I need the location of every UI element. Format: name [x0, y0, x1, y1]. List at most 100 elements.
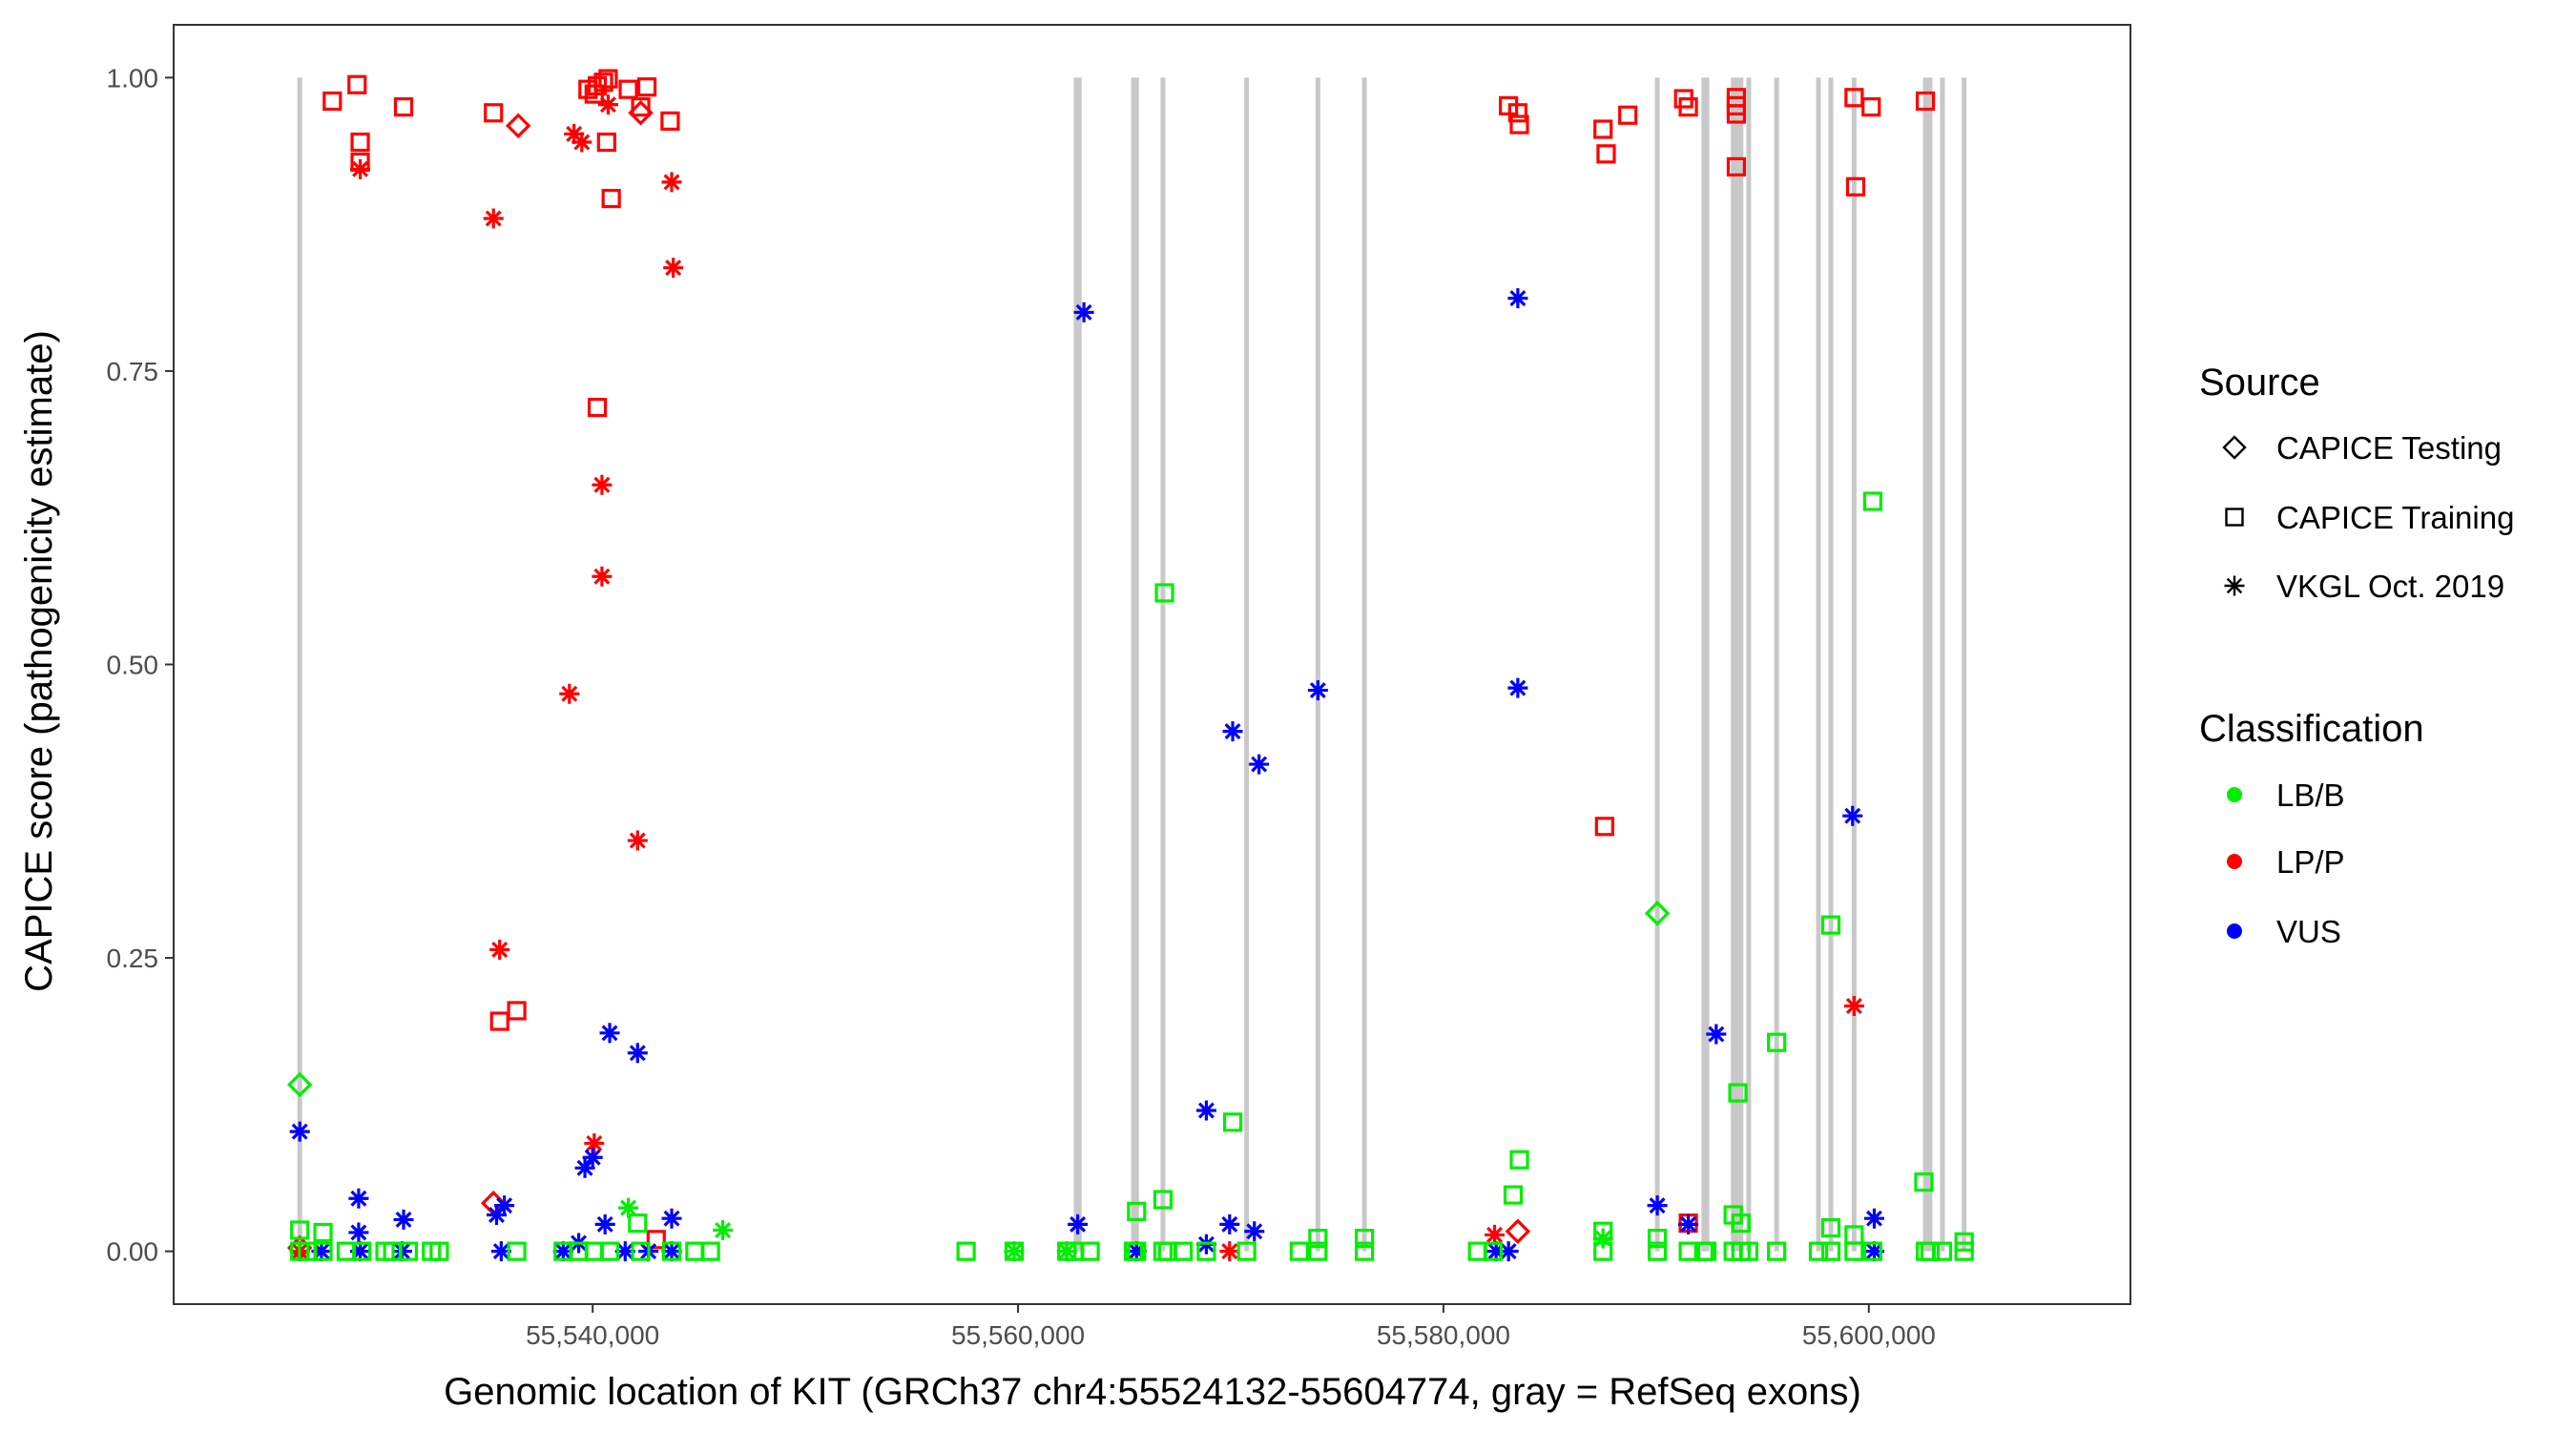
data-point-square	[1236, 1241, 1257, 1261]
legend-label: VKGL Oct. 2019	[2276, 569, 2504, 604]
data-point-square	[352, 1241, 372, 1261]
data-point-square	[347, 74, 367, 94]
data-point-asterisk	[1068, 1213, 1089, 1234]
data-point-square	[290, 1220, 310, 1240]
data-point-square	[429, 1241, 449, 1261]
data-point-square	[1915, 91, 1936, 112]
data-point-asterisk	[584, 1132, 605, 1153]
data-point-square	[1726, 156, 1747, 176]
data-point-asterisk	[618, 1197, 639, 1218]
y-axis-title: CAPICE score (pathogenicity estimate)	[18, 330, 60, 992]
data-point-asterisk	[592, 566, 613, 587]
data-point-square	[1820, 915, 1841, 935]
x-axis-title: Genomic location of KIT (GRCh37 chr4:555…	[444, 1371, 1861, 1413]
data-point-asterisk	[1222, 721, 1243, 742]
data-point-asterisk	[1073, 301, 1094, 322]
data-point-square	[1594, 817, 1614, 837]
data-point-square	[507, 1241, 527, 1261]
data-point-square	[1080, 1241, 1100, 1261]
data-point-square	[322, 91, 343, 112]
data-point-asterisk	[1842, 805, 1863, 826]
y-tick-label: 1.00	[107, 63, 159, 93]
legend-label: LP/P	[2276, 844, 2345, 880]
data-point-square	[631, 1241, 651, 1261]
data-point-asterisk	[1678, 1213, 1699, 1234]
data-point-square	[1127, 1201, 1147, 1221]
exon-lines	[297, 77, 1967, 1252]
diamond-icon	[2222, 435, 2247, 460]
data-point-asterisk	[1592, 1228, 1613, 1249]
data-point-square	[1196, 1241, 1216, 1261]
data-point-square	[631, 97, 651, 117]
data-point-square	[1767, 1241, 1787, 1261]
data-point-asterisk	[289, 1121, 310, 1142]
data-point-square	[646, 1230, 666, 1250]
data-point-asterisk	[350, 1241, 371, 1262]
data-point-asterisk	[350, 158, 371, 179]
legend-item-source: VKGL Oct. 2019	[2224, 569, 2504, 604]
data-point-square	[1696, 1241, 1717, 1261]
data-point-asterisk	[627, 1043, 648, 1064]
data-point-asterisk	[661, 1208, 682, 1229]
data-point-asterisk	[564, 123, 585, 144]
data-point-asterisk	[1219, 1213, 1240, 1234]
data-point-asterisk	[661, 172, 682, 193]
x-tick-label: 55,540,000	[526, 1320, 659, 1350]
data-point-square	[1354, 1229, 1375, 1249]
data-point-diamond	[1644, 901, 1671, 926]
data-point-asterisk	[311, 1241, 332, 1262]
data-point-asterisk	[1485, 1224, 1506, 1245]
data-point-square	[661, 1241, 682, 1261]
data-point-square	[1153, 1190, 1174, 1210]
data-point-square	[1678, 1241, 1698, 1261]
data-point-square	[1354, 1241, 1375, 1261]
data-point-asterisk	[592, 474, 613, 495]
y-tick-label: 0.75	[107, 357, 159, 386]
data-point-asterisk	[599, 1023, 620, 1044]
data-point-square	[1914, 1172, 1934, 1192]
data-point-asterisk	[1843, 996, 1864, 1017]
data-point-square	[1808, 1241, 1829, 1261]
y-tick-label: 0.50	[107, 651, 159, 680]
data-point-square	[1738, 1241, 1759, 1261]
data-point-square	[628, 1213, 648, 1234]
data-point-asterisk	[489, 939, 510, 960]
data-point-square	[1862, 1241, 1882, 1261]
data-point-asterisk	[483, 208, 504, 229]
square-icon	[2225, 508, 2244, 527]
data-point-square	[1862, 491, 1882, 511]
data-point-square	[1503, 1185, 1524, 1205]
data-point-square	[1920, 1241, 1941, 1261]
data-point-square	[1127, 1241, 1147, 1261]
dot-icon	[2227, 923, 2242, 939]
legend-label: CAPICE Training	[2276, 500, 2514, 535]
legend-source-title: Source	[2199, 362, 2320, 404]
data-point-square	[700, 1241, 720, 1261]
data-point-square	[660, 111, 680, 131]
data-point-asterisk	[1485, 1241, 1506, 1262]
data-point-square	[1483, 1241, 1504, 1261]
data-point-square	[1467, 1241, 1487, 1261]
data-point-asterisk	[1498, 1241, 1519, 1262]
data-point-asterisk	[594, 1213, 615, 1234]
data-point-square	[1618, 105, 1638, 125]
data-point-asterisk	[1249, 754, 1270, 775]
data-point-square	[636, 77, 657, 97]
data-point-asterisk	[1244, 1221, 1265, 1242]
legend-label: LB/B	[2276, 778, 2345, 813]
data-point-asterisk	[574, 1157, 595, 1178]
data-point-diamond	[505, 113, 531, 139]
dot-icon	[2227, 854, 2242, 869]
data-point-square	[507, 1001, 527, 1021]
data-point-asterisk	[1507, 288, 1528, 309]
data-point-square	[1507, 103, 1527, 123]
legend-item-source: CAPICE Testing	[2222, 430, 2502, 466]
data-point-asterisk	[571, 132, 592, 153]
data-point-square	[1154, 583, 1174, 603]
data-point-square	[584, 1241, 604, 1261]
data-point-asterisk	[1195, 1100, 1216, 1121]
data-point-square	[489, 1011, 509, 1031]
data-point-square	[1509, 114, 1529, 135]
data-point-asterisk	[1863, 1208, 1884, 1229]
data-point-square	[1845, 176, 1866, 197]
